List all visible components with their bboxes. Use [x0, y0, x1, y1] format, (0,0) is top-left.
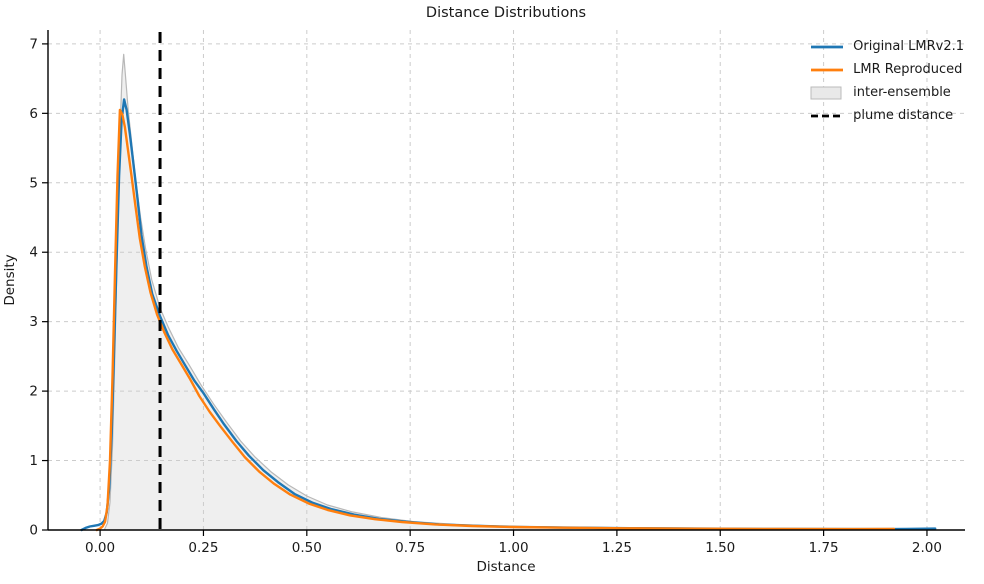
legend-patch-swatch: [810, 85, 844, 101]
axes-layer: 0.00 0.25 0.50 0.75 1.00 1.25 1.50 1.75 2.00 0 1 2 3…: [29, 30, 965, 556]
y-axis-label: Density: [2, 254, 18, 305]
y-tick-label: 6: [29, 106, 38, 122]
x-tick-label: 0.75: [395, 540, 425, 556]
y-tick-label: 2: [29, 384, 38, 400]
x-tick-label: 1.00: [498, 540, 528, 556]
x-tick-label: 0.00: [85, 540, 115, 556]
y-tick-label: 3: [29, 314, 38, 330]
legend-label: Original LMRv2.1: [853, 39, 964, 54]
y-tick-label: 4: [29, 245, 38, 261]
y-tick-label: 5: [29, 175, 38, 191]
band-layer: [104, 54, 936, 531]
y-tick-label: 7: [29, 36, 38, 52]
legend-item-original-lmrv2-1: Original LMRv2.1: [810, 37, 964, 56]
inter-ensemble-band: [104, 54, 936, 531]
density-curve-lmr-reproduced: [95, 108, 896, 532]
legend-label: LMR Reproduced: [853, 62, 963, 77]
x-tick-label: 0.50: [292, 540, 322, 556]
legend-item-plume-distance: plume distance: [810, 106, 964, 125]
x-tick-label: 1.50: [705, 540, 735, 556]
y-tick-label: 1: [29, 453, 38, 469]
x-tick-label: 2.00: [912, 540, 942, 556]
x-tick-label: 0.25: [188, 540, 218, 556]
x-tick-label: 1.75: [809, 540, 839, 556]
legend-item-inter-ensemble: inter-ensemble: [810, 83, 964, 102]
legend-line-swatch: [810, 62, 844, 78]
curves-layer: [80, 98, 937, 532]
legend-item-lmr-reproduced: LMR Reproduced: [810, 60, 964, 79]
legend-label: inter-ensemble: [853, 85, 951, 100]
legend: Original LMRv2.1 LMR Reproduced inter-ense…: [810, 37, 964, 125]
legend-dashed-line-swatch: [810, 108, 844, 124]
legend-line-swatch: [810, 39, 844, 55]
y-tick-label: 0: [29, 523, 38, 539]
x-axis-label: Distance: [476, 559, 535, 575]
legend-label: plume distance: [853, 108, 954, 123]
x-tick-label: 1.25: [602, 540, 632, 556]
chart-title: Distance Distributions: [426, 5, 586, 21]
